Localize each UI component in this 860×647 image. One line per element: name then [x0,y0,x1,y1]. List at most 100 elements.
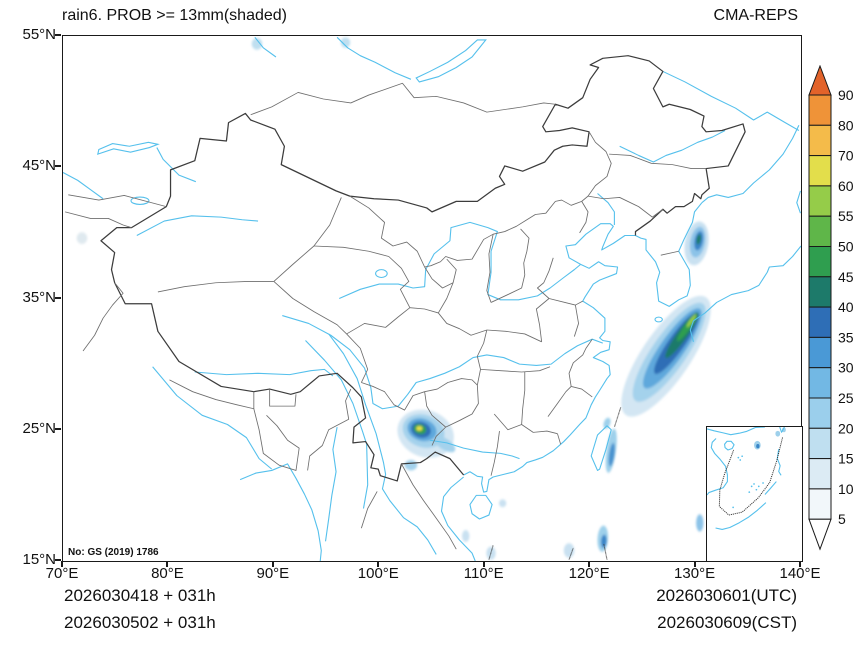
colorbar-tick-label: 90 [838,87,854,103]
x-axis-label: 100°E [357,565,399,582]
colorbar-tick-label: 20 [838,420,854,436]
inset-palawan [765,482,776,495]
x-axis-tick [166,561,169,567]
x-axis-tick [377,561,380,567]
model-name-label: CMA-REPS [713,7,798,24]
province-border [480,367,550,372]
colorbar-tick-label: 50 [838,239,854,255]
colorbar-tick-label: 80 [838,117,854,133]
colorbar-segment [808,246,832,278]
lakes-layer [98,40,663,322]
laos-vietnam-border [401,464,456,549]
province-border [494,414,557,434]
yenisei-river [255,37,276,57]
yellow-river [339,222,580,299]
footer-valid-cst: 2026030609(CST) [657,613,797,632]
hokkaido-coastline [797,191,801,213]
province-border [438,283,453,313]
province-border [491,229,529,302]
x-axis-label: 140°E [779,565,821,582]
province-border [491,431,499,476]
precip-shaded-area [76,232,88,245]
kazakh-kyrgyz-border [68,195,166,207]
china-coastline [464,224,636,492]
colorbar-tick-label: 35 [838,329,854,345]
y-axis-label: 15°N [22,551,56,568]
salween-river [305,341,367,509]
colorbar-segment [808,427,832,460]
x-axis-label: 70°E [45,565,79,582]
island [757,485,760,488]
bhutan-border [270,389,296,406]
pearl-river [430,440,520,458]
colorbar-tick-label: 70 [838,148,854,164]
japan-coastline [690,246,801,342]
inset-canvas [707,427,802,561]
province-border [361,379,477,411]
inset-nine-dash-line [719,438,782,516]
island [762,482,764,484]
province-border [536,299,549,342]
korea-dmz [661,251,679,255]
tarim-river [137,216,258,236]
y-axis-label: 35°N [22,288,56,306]
india-myanmar-border [308,389,351,470]
colorbar-under-arrow [808,518,832,551]
x-axis-tick [61,561,63,567]
province-border [274,197,341,281]
colorbar-tick-label: 45 [838,269,854,285]
colorbar-segment [808,488,832,520]
island [737,456,740,459]
x-axis-tick [693,561,696,567]
primorye-coastline [702,125,799,202]
y-axis-tick [55,559,61,561]
colorbar-segment [808,94,832,126]
lake-balkhash [98,142,158,154]
inset-hainan [725,441,735,450]
precip-shaded-area [608,443,615,467]
inset-taiwan [780,427,785,432]
x-axis-tick [588,561,591,567]
province-border [350,196,425,267]
precip-shaded-area [340,37,351,48]
province-border [432,330,487,445]
inset-guangdong-coast [707,427,765,435]
colorbar-segment [808,215,832,247]
colorbar-segment [808,397,832,429]
nine-dash-layer [489,407,621,559]
korea-coastline [635,203,701,307]
island [748,491,751,493]
kyrgyz-border [65,212,131,228]
map-canvas [63,36,801,561]
province-border [347,308,410,334]
precip-shaded-area [251,37,263,50]
nine-dash [569,548,573,560]
inset-luzon-coast [777,449,781,475]
province-border [580,201,588,233]
precip-shaded-area [756,443,760,449]
precip-shaded-area [686,314,697,328]
china-national-border [101,56,745,481]
tsangpo-river [195,369,333,376]
thai-myanmar-border [361,491,377,528]
precip-shaded-area [498,499,507,508]
inset-vietnam-coast [707,438,727,494]
mongolia-russia-border [251,83,556,115]
songhua-river [620,131,725,162]
precip-shaded-area [416,426,423,431]
y-axis-tick [55,296,61,299]
ili-river [157,148,196,182]
colorbar-segment [808,155,832,187]
colorbar-segment [808,458,832,490]
y-axis-tick [55,165,61,168]
province-border [425,200,582,267]
mekong-river [329,334,437,555]
qinghai-lake [376,270,388,278]
precip-shaded-area [775,430,781,437]
page-title: rain6. PROB >= 13mm(shaded) [62,7,287,24]
colorbar-segment [808,336,832,369]
province-border [487,234,493,302]
x-axis-tick [271,561,274,567]
province-border [557,434,560,444]
